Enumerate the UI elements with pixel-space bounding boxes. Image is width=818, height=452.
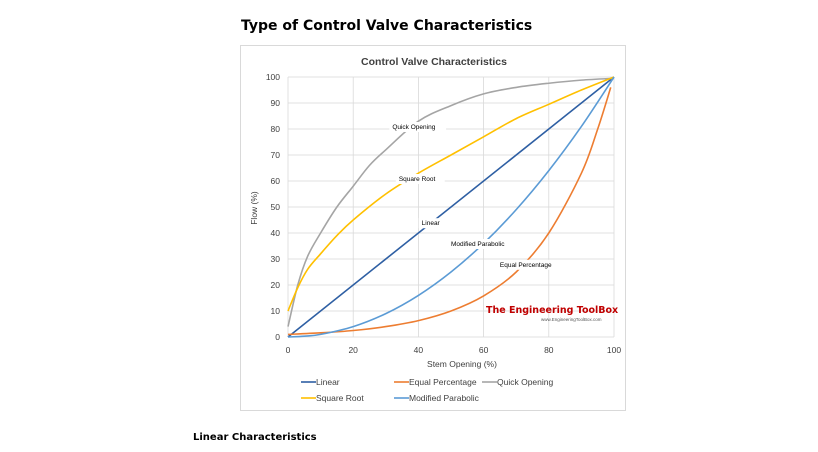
- annotation-bg: [496, 259, 566, 270]
- chart-figure: Control Valve Characteristics 0 10 20 30 40 5…: [240, 45, 626, 411]
- y-axis-label: Flow (%): [249, 191, 259, 225]
- x-tick-label: 40: [414, 345, 424, 355]
- legend-label-square-root: Square Root: [316, 393, 364, 403]
- annotation-bg: [389, 122, 447, 132]
- annotation-equal-percentage: Equal Percentage: [500, 262, 552, 269]
- watermark: The Engineering ToolBox www.EngineeringT…: [486, 305, 618, 322]
- chart-title: Control Valve Characteristics: [361, 56, 507, 68]
- section-heading: Linear Characteristics: [193, 432, 317, 443]
- series-line-quick-opening: [287, 77, 615, 327]
- x-tick-label: 100: [607, 345, 621, 355]
- series-line-linear: [287, 76, 615, 338]
- legend-label-modified-parabolic: Modified Parabolic: [409, 393, 480, 403]
- y-tick-label: 60: [271, 176, 281, 186]
- y-tick-label: 100: [266, 72, 280, 82]
- y-tick-label: 70: [271, 150, 281, 160]
- axes: 0 10 20 30 40 50 60 70 80 90 100 0 20 40 60 80 100: [266, 72, 622, 355]
- annotation-square-root: Square Root: [399, 176, 436, 183]
- x-tick-label: 0: [286, 345, 291, 355]
- y-tick-label: 40: [271, 228, 281, 238]
- y-tick-label: 0: [275, 332, 280, 342]
- y-tick-label: 10: [271, 306, 281, 316]
- annotation-quick-opening: Quick Opening: [392, 124, 435, 131]
- annotation-modified-parabolic: Modified Parabolic: [451, 241, 505, 248]
- y-tick-label: 30: [271, 254, 281, 264]
- series-line-equal-percentage: [287, 87, 612, 336]
- series-annotations: Linear Equal Percentage Quick Opening Squar…: [389, 122, 566, 270]
- y-tick-label: 50: [271, 202, 281, 212]
- annotation-bg: [448, 239, 525, 249]
- x-axis-label: Stem Opening (%): [427, 359, 497, 369]
- chart-legend: Linear Equal Percentage Quick Opening Squar…: [301, 377, 553, 403]
- series-lines: [287, 76, 615, 338]
- series-line-modified-parabolic: [287, 76, 615, 338]
- legend-label-linear: Linear: [316, 377, 340, 387]
- x-tick-label: 20: [348, 345, 358, 355]
- legend-label-quick-opening: Quick Opening: [497, 377, 553, 387]
- line-chart: Control Valve Characteristics 0 10 20 30 40 5…: [249, 56, 622, 403]
- y-tick-label: 80: [271, 124, 281, 134]
- annotation-bg: [395, 174, 445, 184]
- series-line-square-root: [287, 76, 615, 312]
- watermark-url: www.EngineeringToolBox.com: [541, 317, 602, 322]
- annotation-bg: [418, 218, 449, 229]
- legend-label-equal-percentage: Equal Percentage: [409, 377, 477, 387]
- annotation-linear: Linear: [422, 220, 441, 227]
- y-tick-label: 90: [271, 98, 281, 108]
- page-title: Type of Control Valve Characteristics: [241, 18, 533, 34]
- watermark-name: The Engineering ToolBox: [486, 305, 619, 316]
- x-tick-label: 60: [479, 345, 489, 355]
- y-tick-label: 20: [271, 280, 281, 290]
- x-tick-label: 80: [544, 345, 554, 355]
